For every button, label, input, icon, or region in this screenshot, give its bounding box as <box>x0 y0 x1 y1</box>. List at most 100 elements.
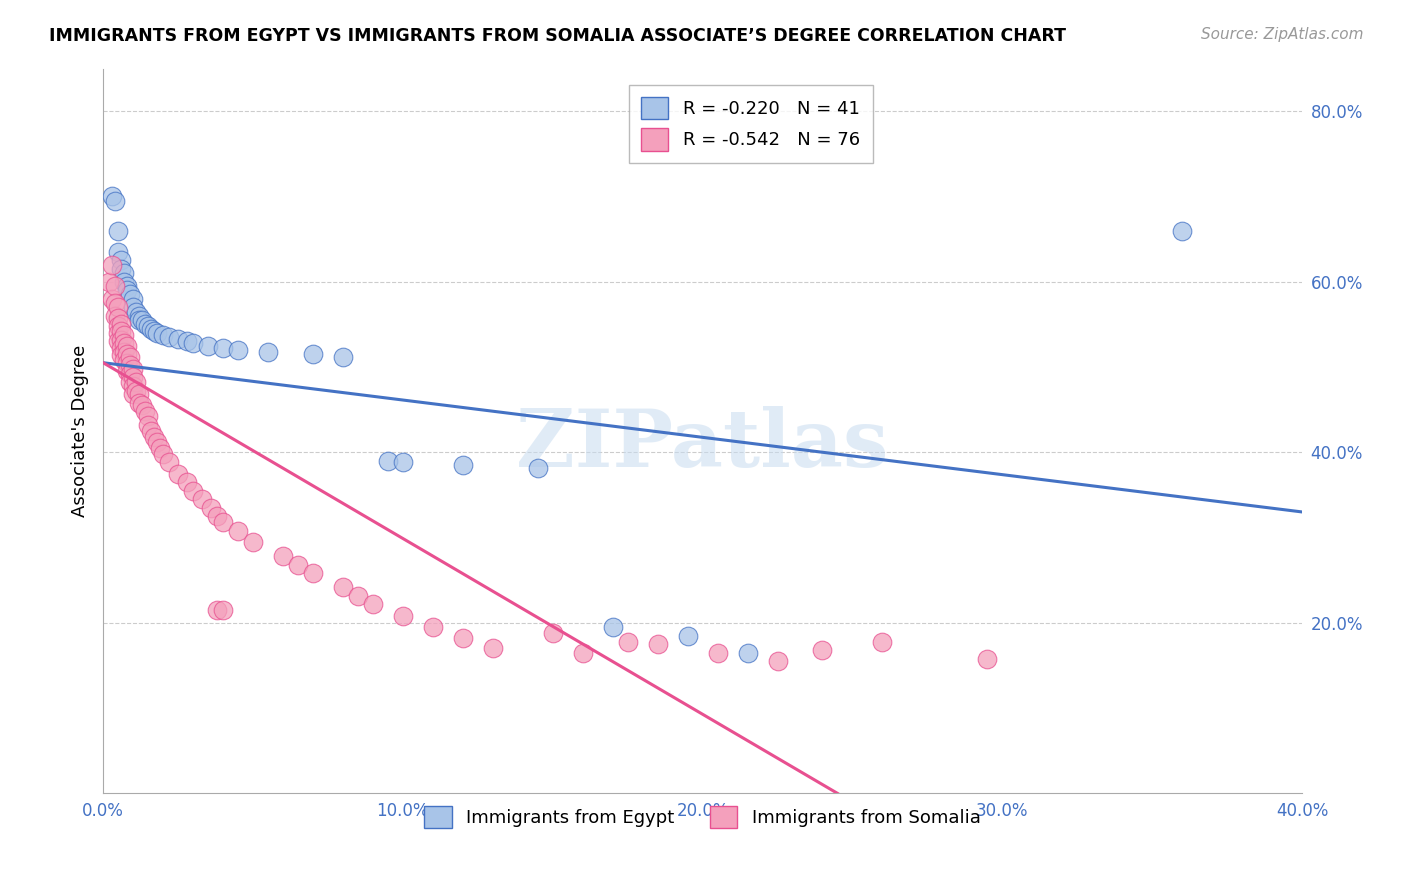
Point <box>139 321 162 335</box>
Point <box>131 398 153 412</box>
Point <box>128 387 150 401</box>
Text: ZIPatlas: ZIPatlas <box>516 407 889 484</box>
Point <box>120 350 142 364</box>
Point <box>377 454 399 468</box>
Point <box>152 327 174 342</box>
Point <box>143 324 166 338</box>
Point <box>197 339 219 353</box>
Point <box>115 283 138 297</box>
Point <box>191 492 214 507</box>
Point <box>128 396 150 410</box>
Point <box>976 651 998 665</box>
Point <box>526 460 548 475</box>
Point <box>120 358 142 372</box>
Point <box>104 296 127 310</box>
Point <box>347 589 370 603</box>
Point <box>616 634 638 648</box>
Point <box>541 626 564 640</box>
Point <box>157 455 180 469</box>
Point <box>157 330 180 344</box>
Point <box>167 332 190 346</box>
Point <box>112 353 135 368</box>
Point <box>212 603 235 617</box>
Point <box>107 334 129 349</box>
Point <box>128 309 150 323</box>
Point <box>125 384 148 398</box>
Point <box>676 629 699 643</box>
Point <box>110 341 132 355</box>
Point <box>481 641 503 656</box>
Point <box>146 326 169 340</box>
Point <box>120 287 142 301</box>
Text: Source: ZipAtlas.com: Source: ZipAtlas.com <box>1201 27 1364 42</box>
Point <box>332 580 354 594</box>
Point <box>392 455 415 469</box>
Point <box>107 310 129 325</box>
Point <box>115 279 138 293</box>
Point <box>101 292 124 306</box>
Point <box>212 515 235 529</box>
Point <box>287 558 309 572</box>
Point <box>104 309 127 323</box>
Point <box>139 424 162 438</box>
Point <box>422 620 444 634</box>
Point <box>332 350 354 364</box>
Point <box>766 654 789 668</box>
Text: IMMIGRANTS FROM EGYPT VS IMMIGRANTS FROM SOMALIA ASSOCIATE’S DEGREE CORRELATION : IMMIGRANTS FROM EGYPT VS IMMIGRANTS FROM… <box>49 27 1066 45</box>
Point <box>98 275 121 289</box>
Legend: Immigrants from Egypt, Immigrants from Somalia: Immigrants from Egypt, Immigrants from S… <box>418 798 988 835</box>
Point <box>107 244 129 259</box>
Point <box>181 336 204 351</box>
Point <box>120 376 142 390</box>
Point <box>107 319 129 334</box>
Point <box>112 266 135 280</box>
Point <box>181 483 204 498</box>
Point <box>115 339 138 353</box>
Point <box>152 447 174 461</box>
Point <box>1171 223 1194 237</box>
Point <box>146 435 169 450</box>
Point <box>112 275 135 289</box>
Point <box>122 370 145 384</box>
Point <box>110 333 132 347</box>
Point <box>112 336 135 351</box>
Point <box>112 344 135 359</box>
Point <box>706 646 728 660</box>
Point <box>200 500 222 515</box>
Point <box>120 367 142 381</box>
Point <box>451 458 474 472</box>
Point <box>176 334 198 349</box>
Point <box>122 292 145 306</box>
Point <box>128 313 150 327</box>
Point <box>242 534 264 549</box>
Point <box>302 566 325 581</box>
Point <box>737 646 759 660</box>
Point <box>205 603 228 617</box>
Point <box>110 261 132 276</box>
Point <box>110 348 132 362</box>
Point <box>107 300 129 314</box>
Point <box>811 643 834 657</box>
Point <box>302 347 325 361</box>
Point <box>271 549 294 564</box>
Point <box>136 417 159 432</box>
Point <box>101 258 124 272</box>
Point <box>110 324 132 338</box>
Point <box>122 378 145 392</box>
Y-axis label: Associate's Degree: Associate's Degree <box>72 345 89 517</box>
Point <box>361 597 384 611</box>
Point <box>104 279 127 293</box>
Point <box>115 356 138 370</box>
Point <box>112 327 135 342</box>
Point <box>176 475 198 489</box>
Point <box>125 376 148 390</box>
Point <box>451 631 474 645</box>
Point <box>212 341 235 355</box>
Point <box>143 430 166 444</box>
Point <box>115 364 138 378</box>
Point <box>110 318 132 332</box>
Point <box>226 524 249 538</box>
Point <box>101 189 124 203</box>
Point <box>134 404 156 418</box>
Point <box>136 409 159 424</box>
